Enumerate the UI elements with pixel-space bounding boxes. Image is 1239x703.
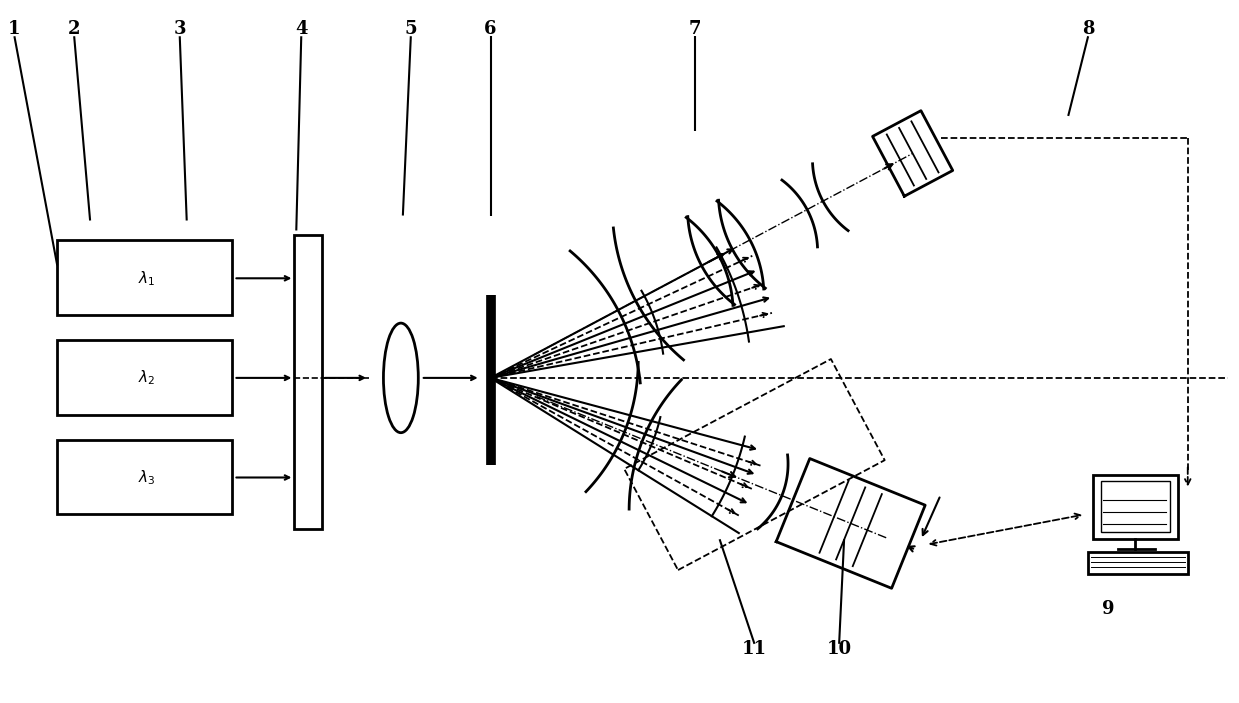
- Text: 3: 3: [173, 20, 186, 38]
- Text: 6: 6: [484, 20, 497, 38]
- Text: 9: 9: [1101, 600, 1114, 618]
- Text: 8: 8: [1082, 20, 1094, 38]
- Text: $\lambda_1$: $\lambda_1$: [139, 269, 156, 288]
- Bar: [57, 439, 232, 515]
- Text: $\lambda_2$: $\lambda_2$: [139, 368, 156, 387]
- Bar: [295, 236, 322, 529]
- Text: 11: 11: [742, 640, 767, 658]
- Text: 5: 5: [404, 20, 418, 38]
- Text: 10: 10: [826, 640, 851, 658]
- Ellipse shape: [383, 323, 419, 432]
- Text: 2: 2: [68, 20, 81, 38]
- Text: 1: 1: [9, 20, 21, 38]
- Text: 4: 4: [295, 20, 307, 38]
- Text: $\lambda_3$: $\lambda_3$: [138, 468, 156, 487]
- Bar: [1093, 475, 1178, 539]
- Bar: [57, 240, 232, 315]
- Bar: [1088, 552, 1188, 574]
- Text: 7: 7: [689, 20, 701, 38]
- Bar: [1101, 482, 1170, 532]
- Bar: [57, 340, 232, 415]
